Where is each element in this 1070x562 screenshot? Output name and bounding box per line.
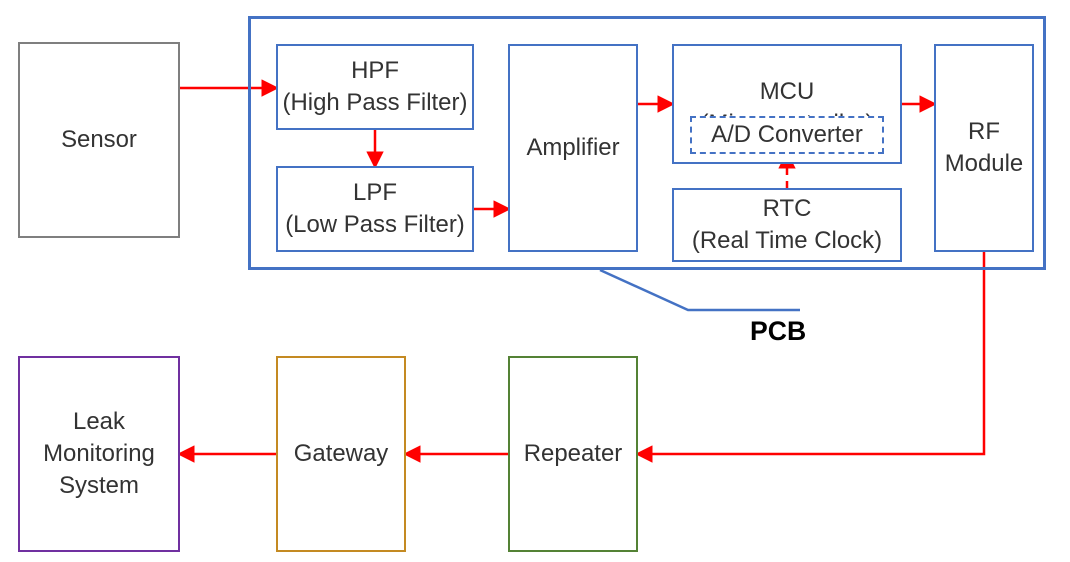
- node-adc: A/D Converter: [690, 116, 884, 154]
- node-lpf: LPF(Low Pass Filter): [276, 166, 474, 252]
- node-repeater: Repeater: [508, 356, 638, 552]
- diagram-canvas: PCB Sensor HPF(High Pass Filter) LPF(Low P…: [0, 0, 1070, 562]
- edge-rf-to-repeater: [638, 252, 984, 454]
- node-hpf: HPF(High Pass Filter): [276, 44, 474, 130]
- pcb-callout-line: [600, 270, 800, 310]
- node-lms: LeakMonitoringSystem: [18, 356, 180, 552]
- node-amp: Amplifier: [508, 44, 638, 252]
- node-rtc: RTC(Real Time Clock): [672, 188, 902, 262]
- pcb-callout-label: PCB: [750, 316, 806, 347]
- node-rf: RFModule: [934, 44, 1034, 252]
- node-gateway: Gateway: [276, 356, 406, 552]
- node-sensor: Sensor: [18, 42, 180, 238]
